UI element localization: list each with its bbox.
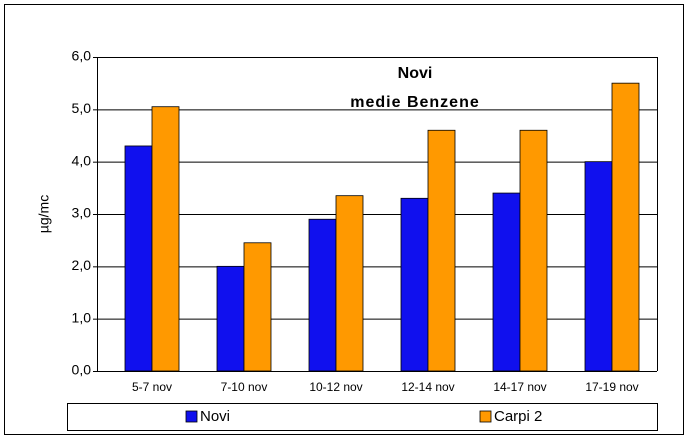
y-tick-label: 6,0 — [72, 48, 92, 64]
y-tick-label: 5,0 — [72, 100, 92, 116]
x-tick-label: 7-10 nov — [221, 380, 268, 394]
bar — [492, 192, 521, 372]
legend — [67, 403, 658, 431]
bar — [335, 195, 364, 372]
legend-label: Novi — [200, 408, 230, 425]
x-tick-label: 12-14 nov — [401, 380, 454, 394]
bar — [519, 129, 548, 372]
y-tick-label: 2,0 — [72, 257, 92, 273]
bar — [584, 161, 613, 372]
y-tick-label: 0,0 — [72, 362, 92, 378]
bar — [308, 218, 337, 372]
x-tick-label: 5-7 nov — [132, 380, 172, 394]
bar — [124, 145, 153, 372]
bar — [151, 106, 180, 372]
bar — [400, 197, 429, 372]
y-tick-label: 1,0 — [72, 309, 92, 325]
x-tick-label: 17-19 nov — [585, 380, 638, 394]
bar — [216, 265, 245, 372]
legend-swatch — [479, 410, 492, 423]
x-tick-label: 14-17 nov — [493, 380, 546, 394]
chart-title: Novi — [398, 65, 433, 82]
chart-subtitle: medie Benzene — [350, 94, 479, 111]
legend-label: Carpi 2 — [494, 408, 542, 425]
bar — [427, 129, 456, 372]
bar — [611, 82, 640, 372]
x-tick-label: 10-12 nov — [309, 380, 362, 394]
legend-swatch — [185, 410, 198, 423]
y-tick-label: 3,0 — [72, 205, 92, 221]
bar — [243, 242, 272, 372]
y-tick-label: 4,0 — [72, 152, 92, 168]
y-axis-label: µg/mc — [36, 195, 52, 233]
